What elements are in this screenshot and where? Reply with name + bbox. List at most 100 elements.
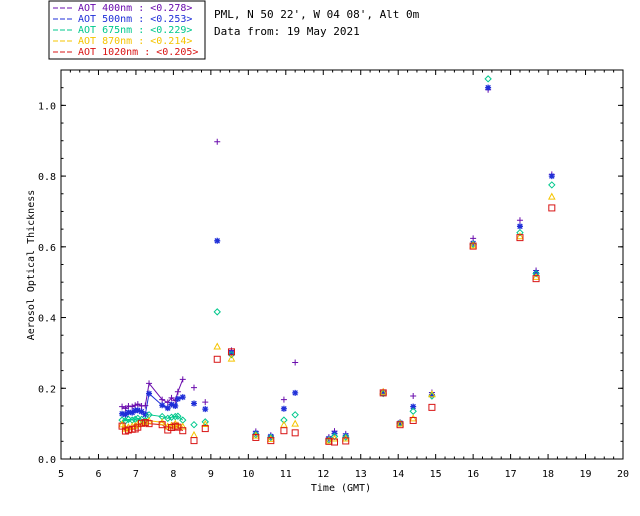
point-2-10 <box>164 414 172 423</box>
x-tick-label: 15 <box>430 469 442 480</box>
x-tick-label: 14 <box>392 469 404 480</box>
point-1-31 <box>485 84 492 91</box>
x-axis-label: Time (GMT) <box>311 483 371 494</box>
point-3-20 <box>266 434 275 442</box>
point-4-30 <box>469 242 477 250</box>
point-1-9 <box>159 402 166 409</box>
point-3-22 <box>291 419 300 427</box>
point-4-22 <box>291 429 299 437</box>
point-1-13 <box>174 395 181 402</box>
point-0-2 <box>125 402 132 409</box>
point-4-25 <box>342 437 350 445</box>
x-tick-label: 17 <box>505 469 517 480</box>
point-2-16 <box>201 418 209 426</box>
point-4-21 <box>280 427 288 435</box>
point-3-27 <box>396 419 404 427</box>
point-4-2 <box>124 426 132 434</box>
point-4-32 <box>516 234 524 242</box>
point-3-26 <box>379 387 388 395</box>
point-3-16 <box>201 419 210 427</box>
point-4-9 <box>158 421 166 429</box>
point-1-5 <box>134 407 141 414</box>
x-tick-label: 12 <box>317 469 329 480</box>
point-1-29 <box>428 391 435 398</box>
station-info: PML, N 50 22', W 04 08', Alt 0m <box>214 8 420 21</box>
point-0-4 <box>132 402 139 409</box>
point-4-16 <box>201 425 209 433</box>
point-2-28 <box>409 407 417 415</box>
point-4-10 <box>164 426 172 434</box>
x-tick-label: 10 <box>242 469 254 480</box>
point-2-33 <box>532 269 540 278</box>
point-4-28 <box>409 416 417 424</box>
point-1-27 <box>397 419 404 426</box>
y-tick-label: 0.4 <box>38 314 56 325</box>
point-1-10 <box>164 405 171 412</box>
point-3-30 <box>469 241 477 249</box>
legend-frame <box>48 0 206 60</box>
y-tick-label: 0.0 <box>38 455 56 466</box>
point-4-34 <box>548 204 556 212</box>
point-4-19 <box>252 433 260 441</box>
point-1-32 <box>516 223 523 230</box>
legend-entry-1: AOT 500nm : <0.253> <box>78 14 192 25</box>
x-tick-label: 20 <box>617 469 629 480</box>
point-3-29 <box>428 390 436 398</box>
legend: AOT 400nm : <0.278>AOT 500nm : <0.253> AO… <box>48 0 206 60</box>
point-0-15 <box>191 384 198 391</box>
point-1-18 <box>228 349 235 356</box>
point-4-29 <box>428 403 436 411</box>
point-0-8 <box>146 380 153 387</box>
legend-entry-0: AOT 400nm : <0.278> <box>78 3 192 14</box>
point-1-17 <box>214 237 221 244</box>
point-4-5 <box>134 423 142 431</box>
point-1-21 <box>280 405 287 412</box>
point-0-11 <box>168 394 175 401</box>
point-2-21 <box>280 416 288 424</box>
x-tick-label: 18 <box>542 469 554 480</box>
x-tick-label: 13 <box>355 469 367 480</box>
y-tick-label: 0.2 <box>38 384 56 395</box>
point-1-3 <box>129 409 136 416</box>
point-0-14 <box>179 376 186 383</box>
point-1-12 <box>172 402 179 409</box>
point-2-17 <box>213 308 221 316</box>
point-3-24 <box>330 434 339 442</box>
point-0-32 <box>516 217 523 224</box>
point-2-31 <box>484 75 492 83</box>
date-info: Data from: 19 May 2021 <box>214 25 360 38</box>
point-1-0 <box>119 410 126 417</box>
y-tick-label: 0.8 <box>38 172 56 183</box>
series-markers <box>118 75 556 446</box>
point-1-28 <box>410 403 417 410</box>
point-3-23 <box>325 436 333 444</box>
point-3-0 <box>118 420 126 428</box>
point-2-22 <box>291 411 299 419</box>
point-2-11 <box>167 413 176 421</box>
point-0-22 <box>292 359 299 366</box>
point-4-15 <box>190 437 198 445</box>
point-0-5 <box>134 401 141 408</box>
point-0-17 <box>214 138 221 145</box>
x-tick-label: 16 <box>467 469 479 480</box>
point-3-33 <box>532 272 540 280</box>
point-0-9 <box>159 396 166 403</box>
x-tick-label: 11 <box>280 469 292 480</box>
point-0-13 <box>174 388 181 395</box>
point-4-20 <box>267 437 275 445</box>
point-3-32 <box>516 232 524 240</box>
point-1-15 <box>191 400 198 407</box>
point-2-15 <box>190 420 198 429</box>
point-1-11 <box>168 401 175 408</box>
plot-area <box>60 69 624 460</box>
legend-entry-4: AOT 1020nm : <0.205> <box>78 47 198 58</box>
point-1-7 <box>142 411 149 418</box>
point-1-34 <box>548 173 555 180</box>
point-1-16 <box>202 406 209 413</box>
point-2-34 <box>548 181 556 189</box>
axes: 5 6 7 8 9 10 11 12 13 14 15 16 17 18 19 20 0.0 0.2 0.4 0.6 0… <box>38 69 629 480</box>
point-2-18 <box>227 350 236 359</box>
point-4-33 <box>532 275 540 283</box>
point-2-32 <box>516 228 524 237</box>
